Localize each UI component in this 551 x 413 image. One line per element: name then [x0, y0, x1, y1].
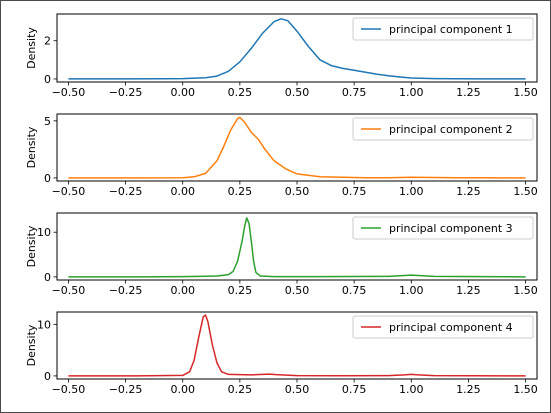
y-axis-label: Density: [25, 27, 38, 69]
legend-label: principal component 4: [389, 321, 513, 334]
x-tick-label: −0.25: [109, 284, 143, 297]
x-tick-label: 0.00: [170, 383, 195, 396]
legend-box: [352, 315, 534, 339]
x-tick-label: 0.00: [170, 185, 195, 198]
legend-label: principal component 1: [389, 23, 513, 36]
legend-box: [352, 216, 534, 240]
x-tick-label: −0.25: [109, 86, 143, 99]
x-tick-label: 0.75: [342, 185, 367, 198]
x-tick-label: 1.25: [456, 86, 481, 99]
y-tick-label: 10: [37, 318, 51, 331]
subplot-3: −0.50 −0.25 0.00 0.25 0.50 0.75 1.00 1.25 1.50 0 1…: [25, 212, 538, 297]
x-tick-label: 1.50: [513, 185, 538, 198]
x-tick-label: −0.25: [109, 383, 143, 396]
x-tick-label: 0.50: [285, 86, 310, 99]
y-tick-label: 2: [44, 35, 51, 48]
x-tick-label: 1.50: [513, 383, 538, 396]
x-tick-label: 0.25: [228, 383, 253, 396]
legend-label: principal component 2: [389, 123, 513, 136]
y-tick-label: 0: [44, 73, 51, 86]
x-tick-label: 0.25: [228, 284, 253, 297]
x-tick-label: 1.00: [399, 185, 424, 198]
x-tick-label: 1.25: [456, 185, 481, 198]
legend-box: [352, 17, 534, 41]
y-tick-label: 0: [44, 271, 51, 284]
x-tick-label: 0.25: [228, 185, 253, 198]
x-tick-label: −0.25: [109, 185, 143, 198]
x-tick-label: 0.75: [342, 383, 367, 396]
x-tick-label: −0.50: [52, 86, 86, 99]
y-axis-label: Density: [25, 225, 38, 267]
x-tick-label: 1.25: [456, 284, 481, 297]
subplot-2: −0.50 −0.25 0.00 0.25 0.50 0.75 1.00 1.25 1.50 0 5…: [25, 113, 538, 198]
series-line-3: [68, 217, 526, 278]
x-tick-label: 1.00: [399, 284, 424, 297]
series-line-2: [68, 116, 526, 179]
series-line-1: [68, 18, 526, 80]
x-tick-label: 1.00: [399, 383, 424, 396]
x-tick-label: 1.50: [513, 284, 538, 297]
y-axis-label: Density: [25, 126, 38, 168]
x-tick-label: −0.50: [52, 185, 86, 198]
x-tick-label: 1.25: [456, 383, 481, 396]
x-tick-label: 0.50: [285, 284, 310, 297]
x-tick-label: 0.25: [228, 86, 253, 99]
x-tick-label: 0.00: [170, 284, 195, 297]
x-tick-label: 1.50: [513, 86, 538, 99]
x-tick-label: −0.50: [52, 383, 86, 396]
x-tick-label: 0.75: [342, 284, 367, 297]
y-tick-label: 5: [44, 115, 51, 128]
y-axis-label: Density: [25, 324, 38, 366]
x-tick-label: 0.75: [342, 86, 367, 99]
y-tick-label: 10: [37, 226, 51, 239]
series-line-4: [68, 314, 526, 377]
x-tick-label: 0.00: [170, 86, 195, 99]
legend-label: principal component 3: [389, 222, 513, 235]
subplot-4: −0.50 −0.25 0.00 0.25 0.50 0.75 1.00 1.25 1.50 0 1…: [25, 311, 538, 396]
legend-box: [352, 117, 534, 141]
x-tick-label: 1.00: [399, 86, 424, 99]
y-tick-label: 0: [44, 370, 51, 383]
x-tick-label: −0.50: [52, 284, 86, 297]
x-tick-label: 0.50: [285, 185, 310, 198]
x-tick-label: 0.50: [285, 383, 310, 396]
subplot-1: −0.50 −0.25 0.00 0.25 0.50 0.75 1.00 1.25 1.50 0 2…: [25, 13, 538, 99]
y-tick-label: 0: [44, 172, 51, 185]
